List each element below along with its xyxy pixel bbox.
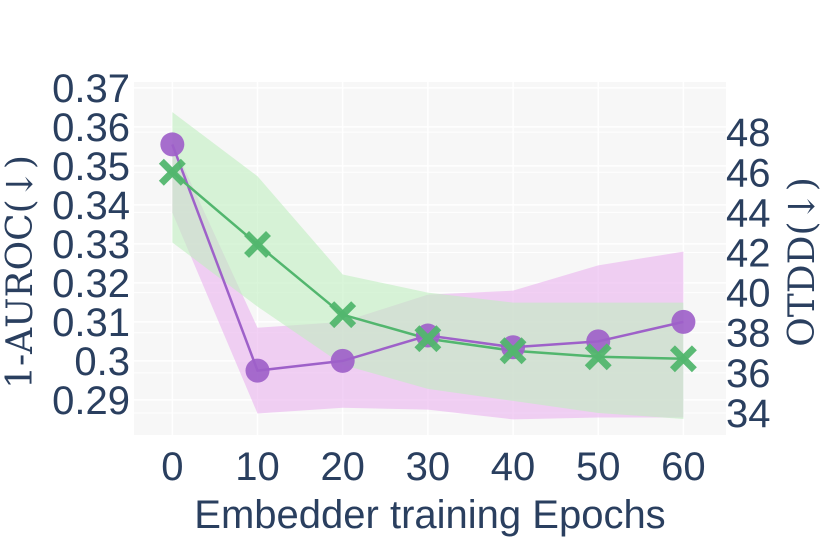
x-tick-label: 60 [661, 445, 706, 489]
point-circle [671, 309, 696, 334]
series-markers [158, 132, 697, 383]
y-axis-left-title: 1-AUROC(↓) [0, 155, 41, 389]
x-axis-title: Embedder training Epochs [194, 493, 665, 537]
y-right-tick-label: 44 [726, 191, 771, 235]
y-right-tick-label: 36 [726, 352, 771, 396]
y-right-tick-label: 40 [726, 272, 771, 316]
y-left-tick-label: 0.34 [52, 184, 130, 228]
y-axis-right-title: OTDD(↓) [782, 177, 823, 347]
y-right-tick-label: 46 [726, 151, 771, 195]
x-tick-label: 40 [491, 445, 536, 489]
point-x [499, 337, 527, 365]
y-left-tick-label: 0.37 [52, 67, 130, 111]
point-circle [245, 358, 270, 383]
y-right-tick-label: 34 [726, 392, 771, 436]
x-tick-label: 10 [235, 445, 280, 489]
x-tick-label: 30 [406, 445, 451, 489]
error-band-right [172, 112, 684, 419]
y-left-tick-label: 0.31 [52, 301, 130, 345]
y-left-tick-label: 0.33 [52, 223, 130, 267]
y-left-tick-label: 0.3 [74, 340, 130, 384]
point-circle [160, 132, 185, 157]
y-left-tick-label: 0.29 [52, 379, 130, 423]
point-x [244, 231, 271, 258]
tick-labels: 0 10 20 30 40 50 60 0.290.30.310.320.330.340.35… [52, 67, 770, 489]
y-right-tick-label: 42 [726, 231, 771, 275]
x-tick-label: 20 [320, 445, 365, 489]
point-x [669, 345, 697, 373]
point-x [584, 343, 612, 371]
x-tick-label: 0 [161, 445, 183, 489]
y-left-tick-label: 0.35 [52, 145, 130, 189]
point-x [158, 158, 186, 186]
point-x [414, 325, 442, 353]
y-right-tick-label: 48 [726, 111, 771, 155]
y-left-tick-label: 0.32 [52, 262, 130, 306]
y-left-tick-label: 0.36 [52, 106, 130, 150]
y-right-tick-label: 38 [726, 312, 771, 356]
error-bands [172, 112, 684, 420]
point-circle [330, 348, 355, 373]
point-x [329, 301, 357, 329]
x-tick-label: 50 [576, 445, 621, 489]
